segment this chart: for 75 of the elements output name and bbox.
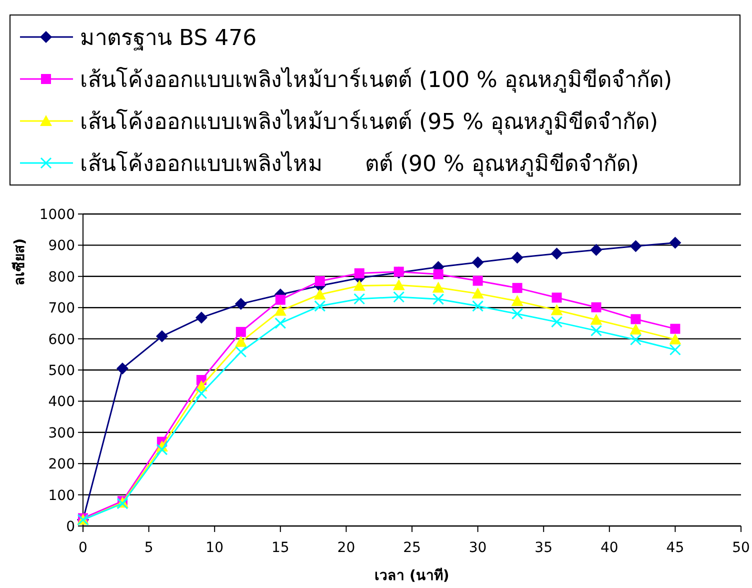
point [550,248,563,260]
y-tick-label: 0 [66,519,75,535]
point [392,279,405,290]
point [314,288,326,300]
x-axis-title: เวลา (นาที) [374,568,450,584]
point [669,333,682,344]
x-tick-label: 50 [732,540,750,556]
point [314,276,325,286]
y-tick-label: 700 [48,300,75,317]
point [353,280,366,291]
point [116,362,128,374]
point [630,314,641,324]
point [234,298,247,310]
point [235,346,247,358]
point [156,444,168,456]
x-tick-label: 25 [403,540,421,556]
point [591,302,602,312]
point [274,304,286,316]
point [472,300,484,312]
point [195,312,208,324]
x-tick-label: 40 [600,540,618,556]
point [630,323,642,334]
point [551,316,563,328]
point [511,252,524,264]
point [156,330,168,342]
x-tick-label: 10 [206,540,224,556]
y-tick-label: 600 [48,332,75,348]
point [590,314,602,325]
point [512,308,524,320]
point [630,334,642,346]
point [354,268,364,278]
point [432,282,444,293]
y-tick-label: 200 [48,456,75,473]
y-tick-label: 100 [48,488,75,504]
y-tick-label: 800 [48,269,75,286]
x-tick-label: 35 [534,540,553,556]
point [314,300,326,312]
x-tick-label: 0 [78,540,88,556]
point [393,291,405,303]
point [511,295,524,306]
point [512,282,522,293]
point [669,236,682,249]
y-tick-label: 400 [48,394,75,410]
point [669,344,681,356]
point [432,293,444,305]
point [196,388,208,400]
legend-label: มาตรฐาน BS 476 [80,26,257,51]
y-axis-title: ลเซียส) [12,238,28,286]
y-tick-label: 900 [48,238,75,254]
y-tick-label: 500 [48,363,75,379]
point [472,276,483,286]
point [274,317,286,329]
x-tick-label: 30 [468,540,487,556]
point [275,294,286,305]
x-tick-label: 20 [337,540,356,556]
legend-label: เส้นโค้งออกแบบเพลิงไหม้บาร์เนตต์ (100 % อุณหภูมิขีดจำกัด) [80,67,672,93]
y-tick-label: 300 [48,425,75,442]
legend-label: เส้นโค้งออกแบบเพลิงไหม้บาร์เนตต์ (95 % อุณหภูมิขีดจำกัด) [80,109,658,135]
point [590,324,602,336]
point [630,240,642,252]
point [433,269,444,280]
x-tick-label: 15 [271,540,290,556]
point [234,336,247,347]
point [354,293,366,305]
point [552,292,562,303]
x-tick-label: 45 [666,540,684,556]
point [590,244,602,256]
point [236,326,246,337]
y-tick-label: 1000 [39,207,75,223]
point [472,256,484,268]
point [472,288,484,299]
x-tick-label: 5 [144,540,154,556]
legend-label: เส้นโค้งออกแบบเพลิงไหม ตต์ (90 % อุณหภูมิขีดจำกัด) [80,151,640,177]
point [550,304,563,316]
point [670,324,680,334]
